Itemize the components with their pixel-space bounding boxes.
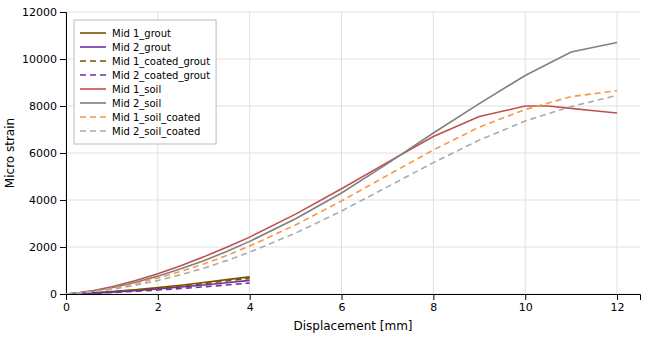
y-tick-mark bbox=[60, 294, 66, 295]
grid-line-y bbox=[66, 247, 640, 248]
grid-line-y bbox=[66, 153, 640, 154]
y-tick-mark bbox=[60, 153, 66, 154]
y-tick-label: 2000 bbox=[29, 241, 57, 254]
y-tick-mark bbox=[60, 200, 66, 201]
legend-entry: Mid 1_coated_grout bbox=[80, 56, 210, 68]
x-axis-title: Displacement [mm] bbox=[293, 319, 412, 333]
legend-entry: Mid 2_soil bbox=[80, 98, 161, 110]
x-tick-label: 4 bbox=[247, 301, 254, 314]
x-tick-mark bbox=[158, 294, 159, 300]
x-tick-label: 0 bbox=[63, 301, 70, 314]
legend-swatch bbox=[80, 74, 106, 76]
legend-label: Mid 2_grout bbox=[112, 42, 171, 54]
y-axis: 0 2000 4000 6000 8000 10000 12000 bbox=[22, 6, 67, 301]
legend-label: Mid 1_soil bbox=[112, 84, 161, 96]
y-tick-label: 6000 bbox=[29, 147, 57, 160]
legend-swatch bbox=[80, 88, 106, 90]
legend-label: Mid 2_soil_coated bbox=[112, 126, 200, 138]
x-tick-mark bbox=[525, 294, 526, 300]
x-tick: 10 bbox=[519, 294, 533, 314]
grid-line-y bbox=[66, 12, 640, 13]
legend-label: Mid 2_soil bbox=[112, 98, 161, 110]
y-tick-label: 8000 bbox=[29, 100, 57, 113]
x-tick-label: 8 bbox=[430, 301, 437, 314]
y-tick-label: 4000 bbox=[29, 194, 57, 207]
x-axis-line bbox=[67, 295, 641, 301]
legend-label: Mid 1_coated_grout bbox=[112, 56, 210, 68]
chart: 0 2 4 6 8 10 12 0 2000 4000 6000 8000 10000 12000 Disp… bbox=[0, 0, 658, 338]
legend-label: Mid 1_grout bbox=[112, 28, 171, 40]
legend-swatch bbox=[80, 130, 106, 132]
x-tick: 0 bbox=[63, 294, 70, 314]
legend-entry: Mid 1_soil bbox=[80, 84, 161, 96]
legend-label: Mid 1_soil_coated bbox=[112, 112, 200, 124]
x-tick: 12 bbox=[611, 294, 625, 314]
y-tick: 12000 bbox=[22, 6, 66, 19]
x-tick: 8 bbox=[430, 294, 437, 314]
series-line bbox=[66, 91, 617, 294]
y-tick-mark bbox=[60, 59, 66, 60]
y-tick: 2000 bbox=[29, 241, 66, 254]
legend-swatch bbox=[80, 102, 106, 104]
y-tick: 4000 bbox=[29, 194, 66, 207]
x-axis: 0 2 4 6 8 10 12 bbox=[63, 294, 641, 314]
series-line bbox=[66, 280, 250, 294]
y-tick: 8000 bbox=[29, 100, 66, 113]
legend-swatch bbox=[80, 60, 106, 62]
y-tick-label: 10000 bbox=[22, 53, 57, 66]
x-tick: 4 bbox=[247, 294, 254, 314]
plot: 0 2 4 6 8 10 12 0 2000 4000 6000 8000 10000 12000 Disp… bbox=[3, 6, 641, 333]
legend-entry: Mid 1_soil_coated bbox=[80, 112, 200, 124]
series-line bbox=[66, 43, 617, 294]
legend-label: Mid 2_coated_grout bbox=[112, 70, 210, 82]
x-tick-label: 10 bbox=[519, 301, 533, 314]
y-tick-label: 0 bbox=[50, 288, 57, 301]
y-tick-mark bbox=[60, 247, 66, 248]
legend-swatch bbox=[80, 32, 106, 34]
y-axis-title: Micro strain bbox=[3, 118, 17, 188]
legend-entry: Mid 2_coated_grout bbox=[80, 70, 210, 82]
series-line bbox=[66, 95, 617, 294]
grid bbox=[66, 12, 640, 294]
x-tick-label: 6 bbox=[339, 301, 346, 314]
series-line bbox=[66, 283, 250, 294]
x-tick-mark bbox=[342, 294, 343, 300]
x-tick: 2 bbox=[155, 294, 162, 314]
x-tick-mark bbox=[250, 294, 251, 300]
lines bbox=[66, 43, 617, 294]
legend-entry: Mid 1_grout bbox=[80, 28, 171, 40]
x-tick-mark bbox=[433, 294, 434, 300]
y-tick: 10000 bbox=[22, 53, 66, 66]
legend-box bbox=[74, 20, 216, 144]
legend-entry: Mid 2_soil_coated bbox=[80, 126, 200, 138]
x-tick-label: 12 bbox=[611, 301, 625, 314]
x-tick-label: 2 bbox=[155, 301, 162, 314]
y-tick-label: 12000 bbox=[22, 6, 57, 19]
y-tick-mark bbox=[60, 106, 66, 107]
legend: Mid 1_grout Mid 2_grout Mid 1_coated_grout… bbox=[74, 20, 216, 144]
grid-line-y bbox=[66, 200, 640, 201]
series-line bbox=[66, 106, 617, 294]
y-tick: 6000 bbox=[29, 147, 66, 160]
y-axis-line bbox=[60, 13, 67, 295]
legend-swatch bbox=[80, 46, 106, 48]
x-tick-mark bbox=[617, 294, 618, 300]
y-tick-mark bbox=[60, 12, 66, 13]
legend-entry: Mid 2_grout bbox=[80, 42, 171, 54]
legend-swatch bbox=[80, 116, 106, 118]
y-tick: 0 bbox=[50, 288, 66, 301]
x-tick: 6 bbox=[339, 294, 346, 314]
